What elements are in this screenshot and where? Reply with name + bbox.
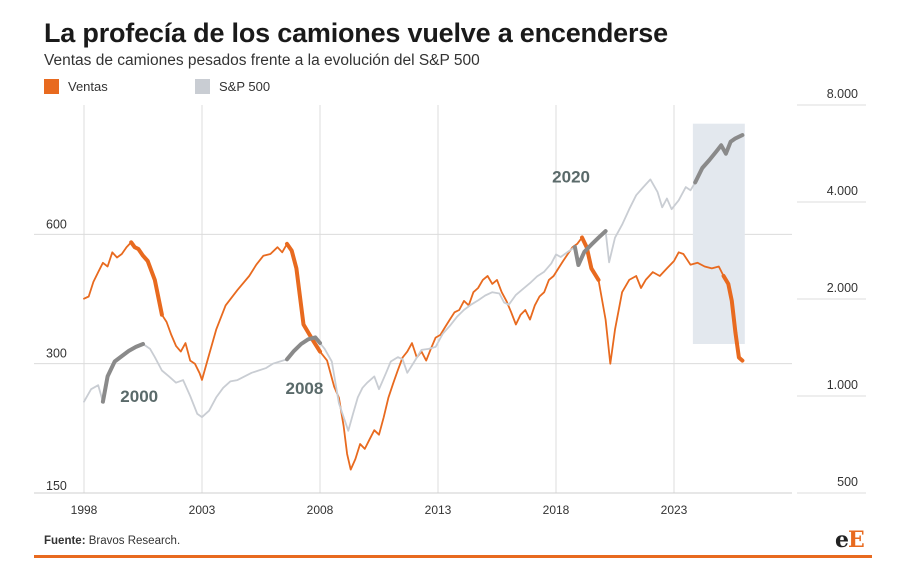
legend-item-ventas: Ventas	[44, 79, 108, 94]
right-tick-label-4000: 4.000	[827, 184, 858, 198]
highlight-ventas-3	[721, 274, 745, 363]
chart-title: La profecía de los camiones vuelve a enc…	[44, 18, 668, 48]
right-tick-label-2000: 2.000	[827, 281, 858, 295]
annotation-2020: 2020	[552, 167, 590, 186]
footer-rule	[34, 555, 872, 558]
legend-swatch-ventas	[44, 79, 59, 94]
x-tick-label-2003: 2003	[189, 503, 216, 517]
annotation-2000: 2000	[120, 387, 158, 406]
annotation-layer: 2000 2008 2020	[120, 167, 590, 406]
source-label: Fuente:	[44, 535, 86, 547]
legend-item-sp500: S&P 500	[195, 79, 270, 94]
tick-label-layer: 1998 2003 2008 2013 2018 2023 150 300 600 500 1.00…	[46, 87, 858, 517]
left-tick-label-600: 600	[46, 217, 67, 231]
highlight-sp500-6	[572, 229, 608, 267]
annotation-2008: 2008	[285, 379, 323, 398]
highlight-ventas-2	[580, 235, 601, 282]
series-line-ventas	[83, 236, 744, 471]
chart-subtitle: Ventas de camiones pesados frente a la e…	[44, 52, 480, 69]
highlight-sp500-7	[693, 133, 745, 185]
series-line-sp500	[83, 134, 744, 432]
highlight-sp500-5	[285, 335, 322, 362]
source-text: Bravos Research.	[88, 535, 181, 547]
logo-E: E	[848, 527, 865, 553]
series-layer	[83, 134, 744, 471]
left-tick-label-150: 150	[46, 479, 67, 493]
x-tick-label-2018: 2018	[543, 503, 570, 517]
right-tick-label-1000: 1.000	[827, 378, 858, 392]
logo-e: e	[835, 527, 849, 553]
x-tick-label-2008: 2008	[307, 503, 334, 517]
x-tick-label-1998: 1998	[71, 503, 98, 517]
highlight-ventas-1	[285, 241, 322, 354]
shaded-region	[692, 123, 745, 345]
legend-swatch-sp500	[195, 79, 210, 94]
right-tick-label-500: 500	[837, 475, 858, 489]
publisher-logo: eE	[835, 527, 865, 553]
highlight-ventas-0	[129, 240, 164, 317]
legend-label-sp500: S&P 500	[219, 79, 271, 94]
highlight-sp500-4	[100, 342, 145, 404]
chart-grid	[34, 104, 866, 494]
right-tick-label-8000: 8.000	[827, 87, 858, 101]
legend-label-ventas: Ventas	[68, 79, 108, 94]
left-tick-label-300: 300	[46, 347, 67, 361]
x-tick-label-2013: 2013	[425, 503, 452, 517]
shaded-region-layer	[692, 123, 745, 345]
source-note: Fuente: Bravos Research.	[44, 535, 180, 547]
highlight-layer	[100, 133, 745, 404]
x-tick-label-2023: 2023	[661, 503, 688, 517]
